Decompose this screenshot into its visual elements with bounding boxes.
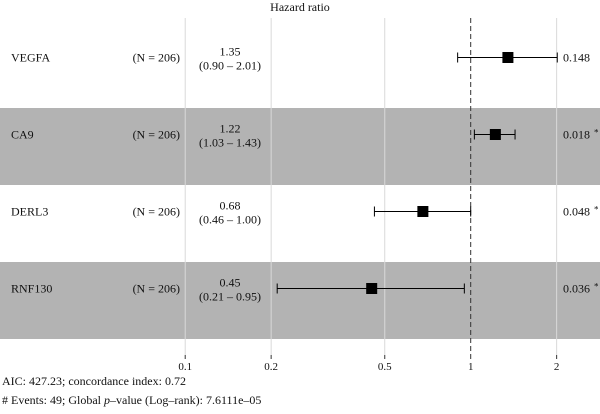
hr-value: 1.22 [220,122,241,136]
row-band-rnf130 [0,262,600,339]
hr-value: 1.35 [220,45,241,59]
row-rnf130: RNF130 (N = 206) 0.45(0.21 – 0.95) 0.036 * [11,276,599,304]
x-tick-label: 0.1 [178,361,192,373]
hr-point [417,206,429,217]
x-tick-label: 0.5 [378,361,392,373]
x-tick-label: 2 [554,361,560,373]
ci-value: (1.03 – 1.43) [199,136,261,150]
row-derl3: DERL3 (N = 206) 0.68(0.46 – 1.00) 0.048 * [11,199,599,227]
p-value: 0.048 [563,205,590,219]
row-vegfa: VEGFA (N = 206) 1.35(0.90 – 2.01) 0.148 [11,45,590,73]
x-axis-ticks: 0.1 0.2 0.5 1 2 [178,355,559,373]
row-label: VEGFA [11,51,50,65]
p-value: 0.036 [563,282,590,296]
events-pvalue-summary: # Events: 49; Global p–value (Log–rank):… [2,393,261,408]
hr-value: 0.45 [220,276,241,290]
significance-star: * [594,128,599,138]
p-value: 0.148 [563,51,590,65]
x-tick-label: 1 [468,361,474,373]
row-n: (N = 206) [133,51,180,65]
row-n: (N = 206) [133,128,180,142]
events-summary-text: # Events: 49; Global p–value (Log–rank):… [2,393,262,407]
ci-value: (0.21 – 0.95) [199,290,261,304]
x-gridlines [184,18,558,355]
data-rows: VEGFA (N = 206) 1.35(0.90 – 2.01) 0.148 CA9 (… [11,45,599,304]
hr-value: 0.68 [220,199,241,213]
significance-star: * [594,282,599,292]
row-bands [0,108,600,339]
hr-point [502,52,514,63]
significance-star: * [594,205,599,215]
ci-value: (0.46 – 1.00) [199,213,261,227]
chart-title: Hazard ratio [270,0,330,14]
row-band-ca9 [0,108,600,185]
row-ca9: CA9 (N = 206) 1.22(1.03 – 1.43) 0.018 * [11,122,599,150]
row-n: (N = 206) [133,205,180,219]
hr-point [489,129,501,140]
row-label: DERL3 [11,205,48,219]
row-label: CA9 [11,128,34,142]
p-value: 0.018 [563,128,590,142]
model-fit-summary: AIC: 427.23; concordance index: 0.72 [2,374,186,388]
row-n: (N = 206) [133,282,180,296]
x-tick-label: 0.2 [264,361,278,373]
row-label: RNF130 [11,282,52,296]
hr-point [366,283,378,294]
ci-value: (0.90 – 2.01) [199,59,261,73]
